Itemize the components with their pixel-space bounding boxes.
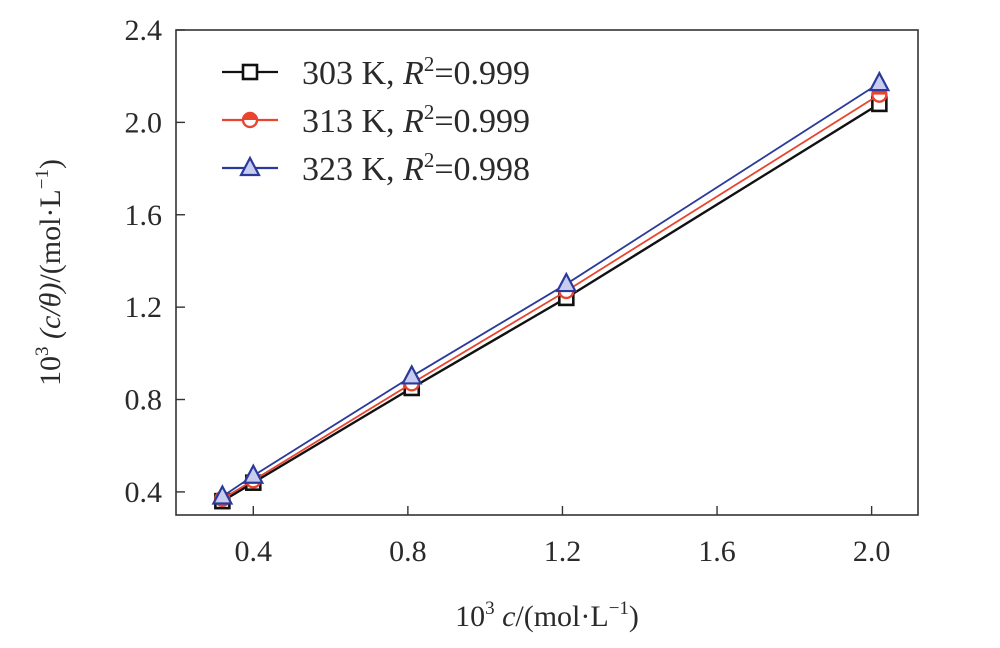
y-title-unit-sup: −1 bbox=[32, 169, 53, 189]
legend-r-value: =0.998 bbox=[434, 151, 530, 188]
legend-r: R bbox=[402, 151, 424, 188]
series-line bbox=[221, 82, 880, 498]
plot-frame bbox=[175, 29, 919, 516]
series-323k bbox=[211, 70, 891, 505]
legend-r-sup: 2 bbox=[424, 52, 435, 76]
x-title-var: c bbox=[495, 600, 516, 633]
legend-marker bbox=[241, 63, 259, 81]
x-tick-label: 1.2 bbox=[544, 535, 582, 568]
x-tick-label: 0.8 bbox=[389, 535, 427, 568]
legend-name: 313 K, bbox=[302, 103, 403, 140]
y-tick-label: 0.8 bbox=[125, 384, 163, 417]
legend-r: R bbox=[402, 55, 424, 92]
y-tick-label: 1.2 bbox=[125, 291, 163, 324]
x-title-sup: 3 bbox=[485, 598, 495, 619]
legend-marker bbox=[241, 111, 259, 129]
legend-marker bbox=[239, 155, 261, 177]
legend-r: R bbox=[402, 103, 424, 140]
x-title-unit-sup: −1 bbox=[609, 598, 629, 619]
legend-entry: 303 K, R2=0.999 bbox=[222, 52, 530, 92]
x-title-prefix: 10 bbox=[455, 600, 485, 633]
legend-r-value: =0.999 bbox=[434, 55, 530, 92]
x-tick-label: 1.6 bbox=[698, 535, 736, 568]
y-tick-label: 0.4 bbox=[125, 476, 163, 509]
y-title-close: ) bbox=[34, 159, 67, 169]
data-point bbox=[555, 271, 578, 293]
legend-r-value: =0.999 bbox=[434, 103, 530, 140]
y-tick-label: 1.6 bbox=[125, 199, 163, 232]
x-title-unit: /(mol·L bbox=[515, 600, 608, 633]
x-title-close: ) bbox=[629, 600, 639, 633]
data-point bbox=[242, 463, 265, 484]
legend-entry: 313 K, R2=0.999 bbox=[222, 100, 530, 140]
y-title-prefix: 10 bbox=[34, 356, 67, 386]
data-point bbox=[868, 70, 891, 92]
y-title-mid: (c/θ) bbox=[34, 283, 67, 347]
legend-entry: 323 K, R2=0.998 bbox=[222, 148, 530, 188]
legend-r-sup: 2 bbox=[424, 100, 435, 124]
series-layer bbox=[211, 70, 891, 510]
legend-r-sup: 2 bbox=[424, 148, 435, 172]
data-point bbox=[211, 484, 234, 505]
y-tick-label: 2.0 bbox=[125, 106, 163, 139]
legend-name: 303 K, bbox=[302, 55, 403, 92]
plot-area bbox=[175, 29, 919, 516]
legend-label: 313 K, R2=0.999 bbox=[302, 100, 530, 140]
legend-name: 323 K, bbox=[302, 151, 403, 188]
legend-label: 303 K, R2=0.999 bbox=[302, 52, 530, 92]
legend-marker-fill bbox=[243, 113, 257, 120]
x-tick-label: 2.0 bbox=[853, 535, 891, 568]
legend-label: 323 K, R2=0.998 bbox=[302, 148, 530, 188]
x-axis-title: 103 c/(mol·L−1) bbox=[455, 598, 639, 633]
x-tick-label: 0.4 bbox=[235, 535, 273, 568]
y-title-unit: /(mol·L bbox=[34, 189, 67, 282]
y-axis-title: 103 (c/θ)/(mol·L−1) bbox=[32, 159, 67, 386]
data-point bbox=[400, 364, 423, 385]
y-tick-label: 2.4 bbox=[125, 14, 163, 47]
y-title-sup: 3 bbox=[32, 346, 53, 356]
